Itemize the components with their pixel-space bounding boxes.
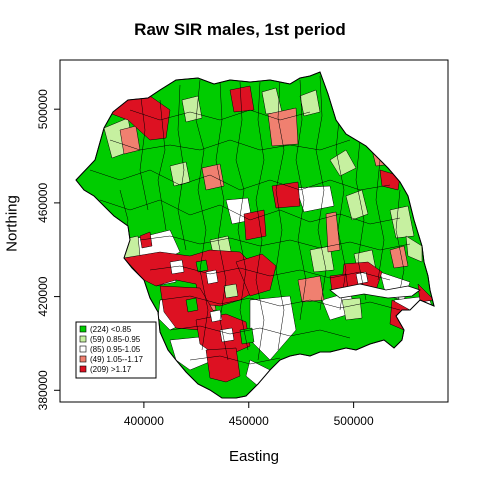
region-lightgreen (341, 297, 363, 321)
legend-swatch (79, 325, 87, 333)
region-red (229, 85, 255, 113)
region-lightgreen (405, 235, 423, 263)
district-boundaries (89, 75, 411, 365)
estuary-water (329, 283, 421, 299)
region-green (195, 259, 209, 273)
legend-label: (59) 0.85-0.95 (90, 335, 141, 344)
region-green (239, 327, 255, 345)
x-tick-label: 500000 (334, 414, 374, 428)
chart-title: Raw SIR males, 1st period (134, 20, 346, 39)
y-tick-label: 380000 (36, 370, 50, 410)
region-red (205, 347, 241, 383)
legend-label: (49) 1.05--1.17 (90, 355, 143, 364)
legend: (224) <0.85(59) 0.85-0.95(85) 0.95-1.05(… (75, 321, 157, 379)
region-lightgreen (169, 161, 191, 187)
legend-swatch (79, 335, 87, 343)
region-lightgreen (181, 95, 203, 123)
x-axis-label: Easting (228, 448, 280, 465)
region-white (205, 269, 219, 285)
region-green (185, 297, 199, 313)
legend-label: (85) 0.95-1.05 (90, 345, 141, 354)
region-white (295, 185, 335, 213)
x-axis: 400000 450000 500000 (124, 402, 374, 428)
region-salmon (201, 163, 225, 191)
region-salmon (297, 275, 325, 303)
legend-label: (224) <0.85 (90, 325, 132, 334)
y-axis: 380000 420000 460000 500000 (36, 89, 60, 410)
region-white (209, 309, 223, 323)
region-lightgreen (329, 149, 357, 177)
legend-box (75, 321, 157, 379)
region-outline (75, 71, 435, 399)
plot-frame (59, 59, 449, 403)
region-red (243, 209, 267, 241)
legend-swatch (79, 345, 87, 353)
y-tick-label: 420000 (36, 276, 50, 316)
y-tick-label: 460000 (36, 183, 50, 223)
legend-swatch (79, 355, 87, 363)
region-lightgreen (223, 283, 239, 299)
x-tick-label: 450000 (229, 414, 269, 428)
district-map (75, 71, 435, 399)
region-red (139, 231, 153, 249)
legend-swatch (79, 365, 87, 373)
y-tick-label: 500000 (36, 89, 50, 129)
legend-label: (209) >1.17 (90, 365, 132, 374)
region-red (235, 253, 277, 297)
region-salmon (371, 145, 393, 167)
region-lightgreen (299, 89, 321, 117)
region-red (109, 95, 171, 141)
region-salmon (267, 107, 299, 147)
region-red (417, 283, 434, 303)
region-white (169, 259, 185, 275)
region-salmon (325, 211, 341, 253)
x-tick-label: 400000 (124, 414, 164, 428)
region-red (271, 181, 301, 209)
